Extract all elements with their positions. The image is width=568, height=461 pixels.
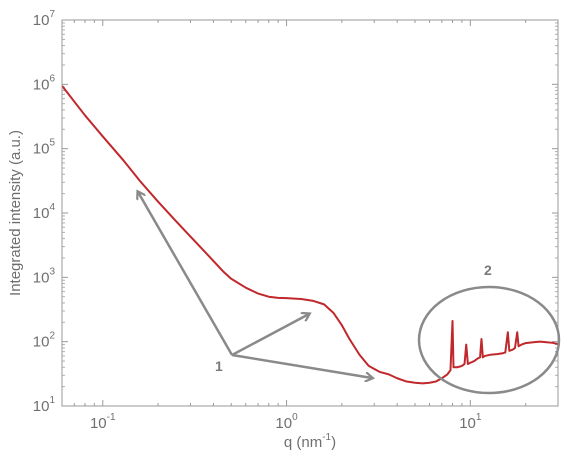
- annotation-2: 2: [417, 262, 561, 395]
- y-tick-label: 105: [33, 138, 56, 158]
- x-tick-label: 100: [275, 412, 298, 432]
- y-tick-label: 104: [33, 202, 56, 222]
- y-tick-label: 106: [33, 73, 56, 93]
- annotation-1: 1: [138, 192, 372, 378]
- y-axis-ticks: 101 102 103 104 105 106 107: [33, 9, 558, 415]
- y-axis-title: Integrated intensity (a.u.): [7, 130, 24, 296]
- annotation-1-label: 1: [215, 358, 223, 374]
- annotation-1-arrow-up: [138, 192, 234, 356]
- annotation-1-arrow-middle: [231, 314, 309, 357]
- annotation-2-ellipse: [417, 285, 561, 395]
- x-tick-label: 10-1: [90, 412, 116, 432]
- y-tick-label: 107: [33, 9, 56, 29]
- y-tick-label: 102: [33, 331, 56, 351]
- annotation-2-label: 2: [484, 262, 492, 278]
- x-tick-label: 101: [459, 412, 482, 432]
- y-tick-label: 103: [33, 266, 56, 286]
- plot-frame: [61, 19, 559, 407]
- x-axis-ticks: 10-1 100 101: [61, 20, 559, 432]
- intensity-curve: [62, 85, 558, 385]
- y-tick-label: 101: [33, 395, 56, 415]
- annotation-1-arrow-right: [231, 353, 372, 378]
- x-axis-title: q (nm-1): [284, 432, 336, 451]
